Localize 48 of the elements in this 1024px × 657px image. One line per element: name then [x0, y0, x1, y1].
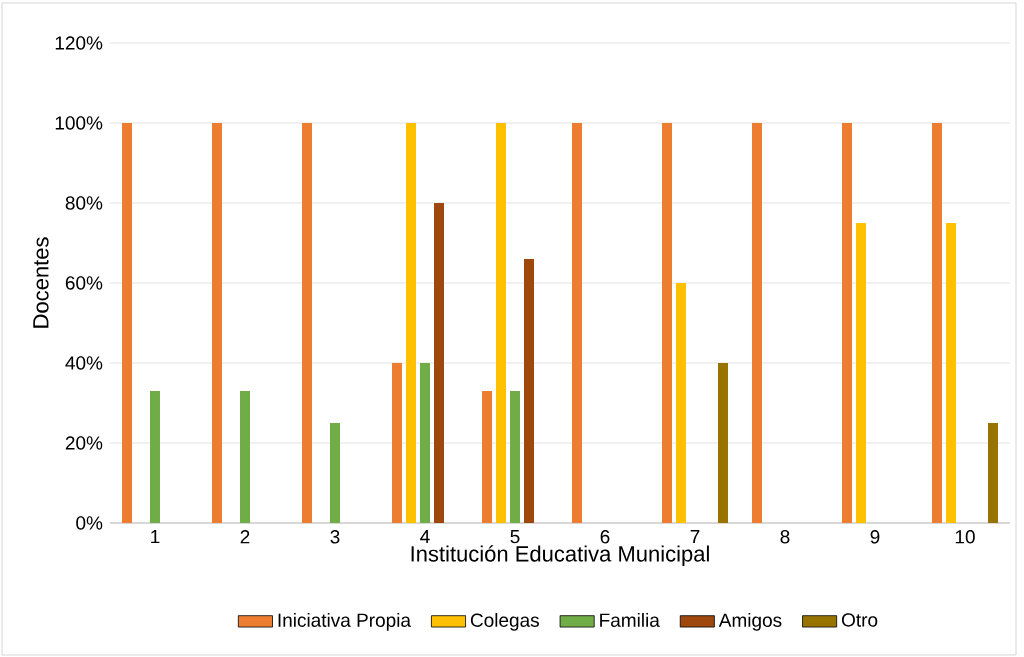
bar [406, 122, 416, 523]
x-tick-label: 6 [600, 530, 610, 544]
bar [945, 222, 956, 523]
bar [662, 122, 672, 523]
bar [302, 122, 312, 523]
bar [510, 390, 520, 523]
legend-label: Colegas [470, 612, 539, 631]
bar [842, 122, 852, 523]
bar [392, 362, 402, 523]
legend-label: Otro [841, 613, 878, 627]
x-tick-label: 9 [870, 530, 880, 544]
x-tick-label: 7 [690, 530, 700, 544]
x-tick-label: 8 [780, 530, 790, 544]
x-tick-label: 4 [420, 530, 430, 544]
bar [330, 422, 340, 523]
y-tick-label: 60% [65, 276, 103, 290]
bar [524, 258, 534, 523]
legend-label: Familia [600, 612, 660, 627]
bar [122, 122, 132, 523]
y-axis-title: Docentes [33, 237, 49, 328]
y-tick-label: 80% [65, 196, 103, 210]
x-tick-label: 2 [240, 530, 250, 544]
bar [434, 202, 444, 523]
y-tick-label: 0% [76, 516, 103, 530]
legend-label: Iniciativa Propia [278, 612, 411, 631]
y-tick-label: 100% [55, 116, 103, 130]
bar [932, 122, 942, 523]
bar [718, 362, 728, 523]
y-tick-label: 20% [65, 436, 103, 450]
bar [496, 122, 506, 523]
x-tick-label: 1 [151, 530, 160, 544]
x-tick-label: 10 [955, 530, 975, 544]
bar [420, 362, 430, 523]
y-tick-label: 120% [55, 36, 103, 50]
y-tick-label: 40% [65, 356, 103, 370]
bar [212, 122, 222, 523]
legend-label: Amigos [718, 612, 782, 631]
bar [150, 390, 161, 523]
bar [987, 422, 998, 523]
bar [752, 122, 762, 523]
x-axis-title: Institución Educativa Municipal [411, 545, 709, 566]
bar [676, 282, 686, 523]
x-tick-label: 5 [510, 530, 520, 544]
bar [482, 390, 492, 523]
bar [572, 122, 582, 523]
x-tick-label: 3 [330, 530, 340, 544]
bar [240, 390, 251, 523]
bar [855, 222, 866, 523]
